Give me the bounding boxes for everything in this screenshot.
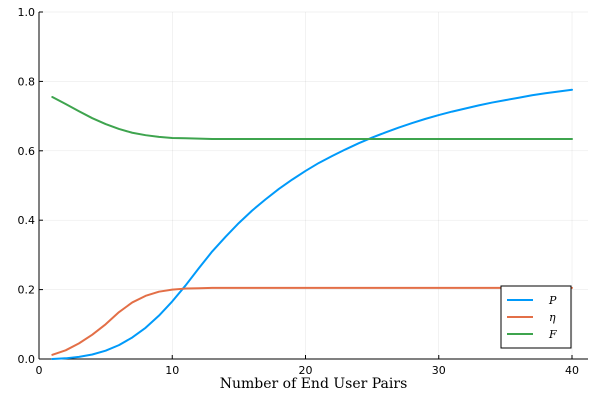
x-axis-label: Number of End User Pairs bbox=[220, 376, 408, 392]
x-tick-label: 30 bbox=[432, 364, 446, 377]
axes: 0 10 20 30 40 0.0 0.2 0.4 0.6 0.8 1.0 bbox=[18, 6, 588, 377]
series-line-η bbox=[51, 286, 574, 356]
x-tick-label: 40 bbox=[565, 364, 579, 377]
y-tick-label: 0.2 bbox=[18, 284, 36, 297]
x-tick-label: 10 bbox=[165, 364, 179, 377]
y-tick-label: 0.6 bbox=[18, 145, 36, 158]
legend-label-F: F bbox=[548, 328, 557, 341]
series-lines bbox=[51, 88, 574, 360]
y-tick-label: 0.4 bbox=[18, 214, 36, 227]
series-line-F bbox=[51, 96, 574, 140]
series-line-P bbox=[51, 88, 574, 360]
legend-label-P: P bbox=[548, 294, 557, 307]
x-tick-label: 0 bbox=[36, 364, 43, 377]
y-tick-label: 1.0 bbox=[18, 6, 36, 19]
legend-box bbox=[500, 285, 572, 349]
y-tick-label: 0.0 bbox=[18, 353, 36, 366]
y-tick-label: 0.8 bbox=[18, 75, 36, 88]
legend: PηF bbox=[500, 285, 572, 349]
x-tick-label: 20 bbox=[299, 364, 313, 377]
legend-label-η: η bbox=[549, 311, 556, 324]
